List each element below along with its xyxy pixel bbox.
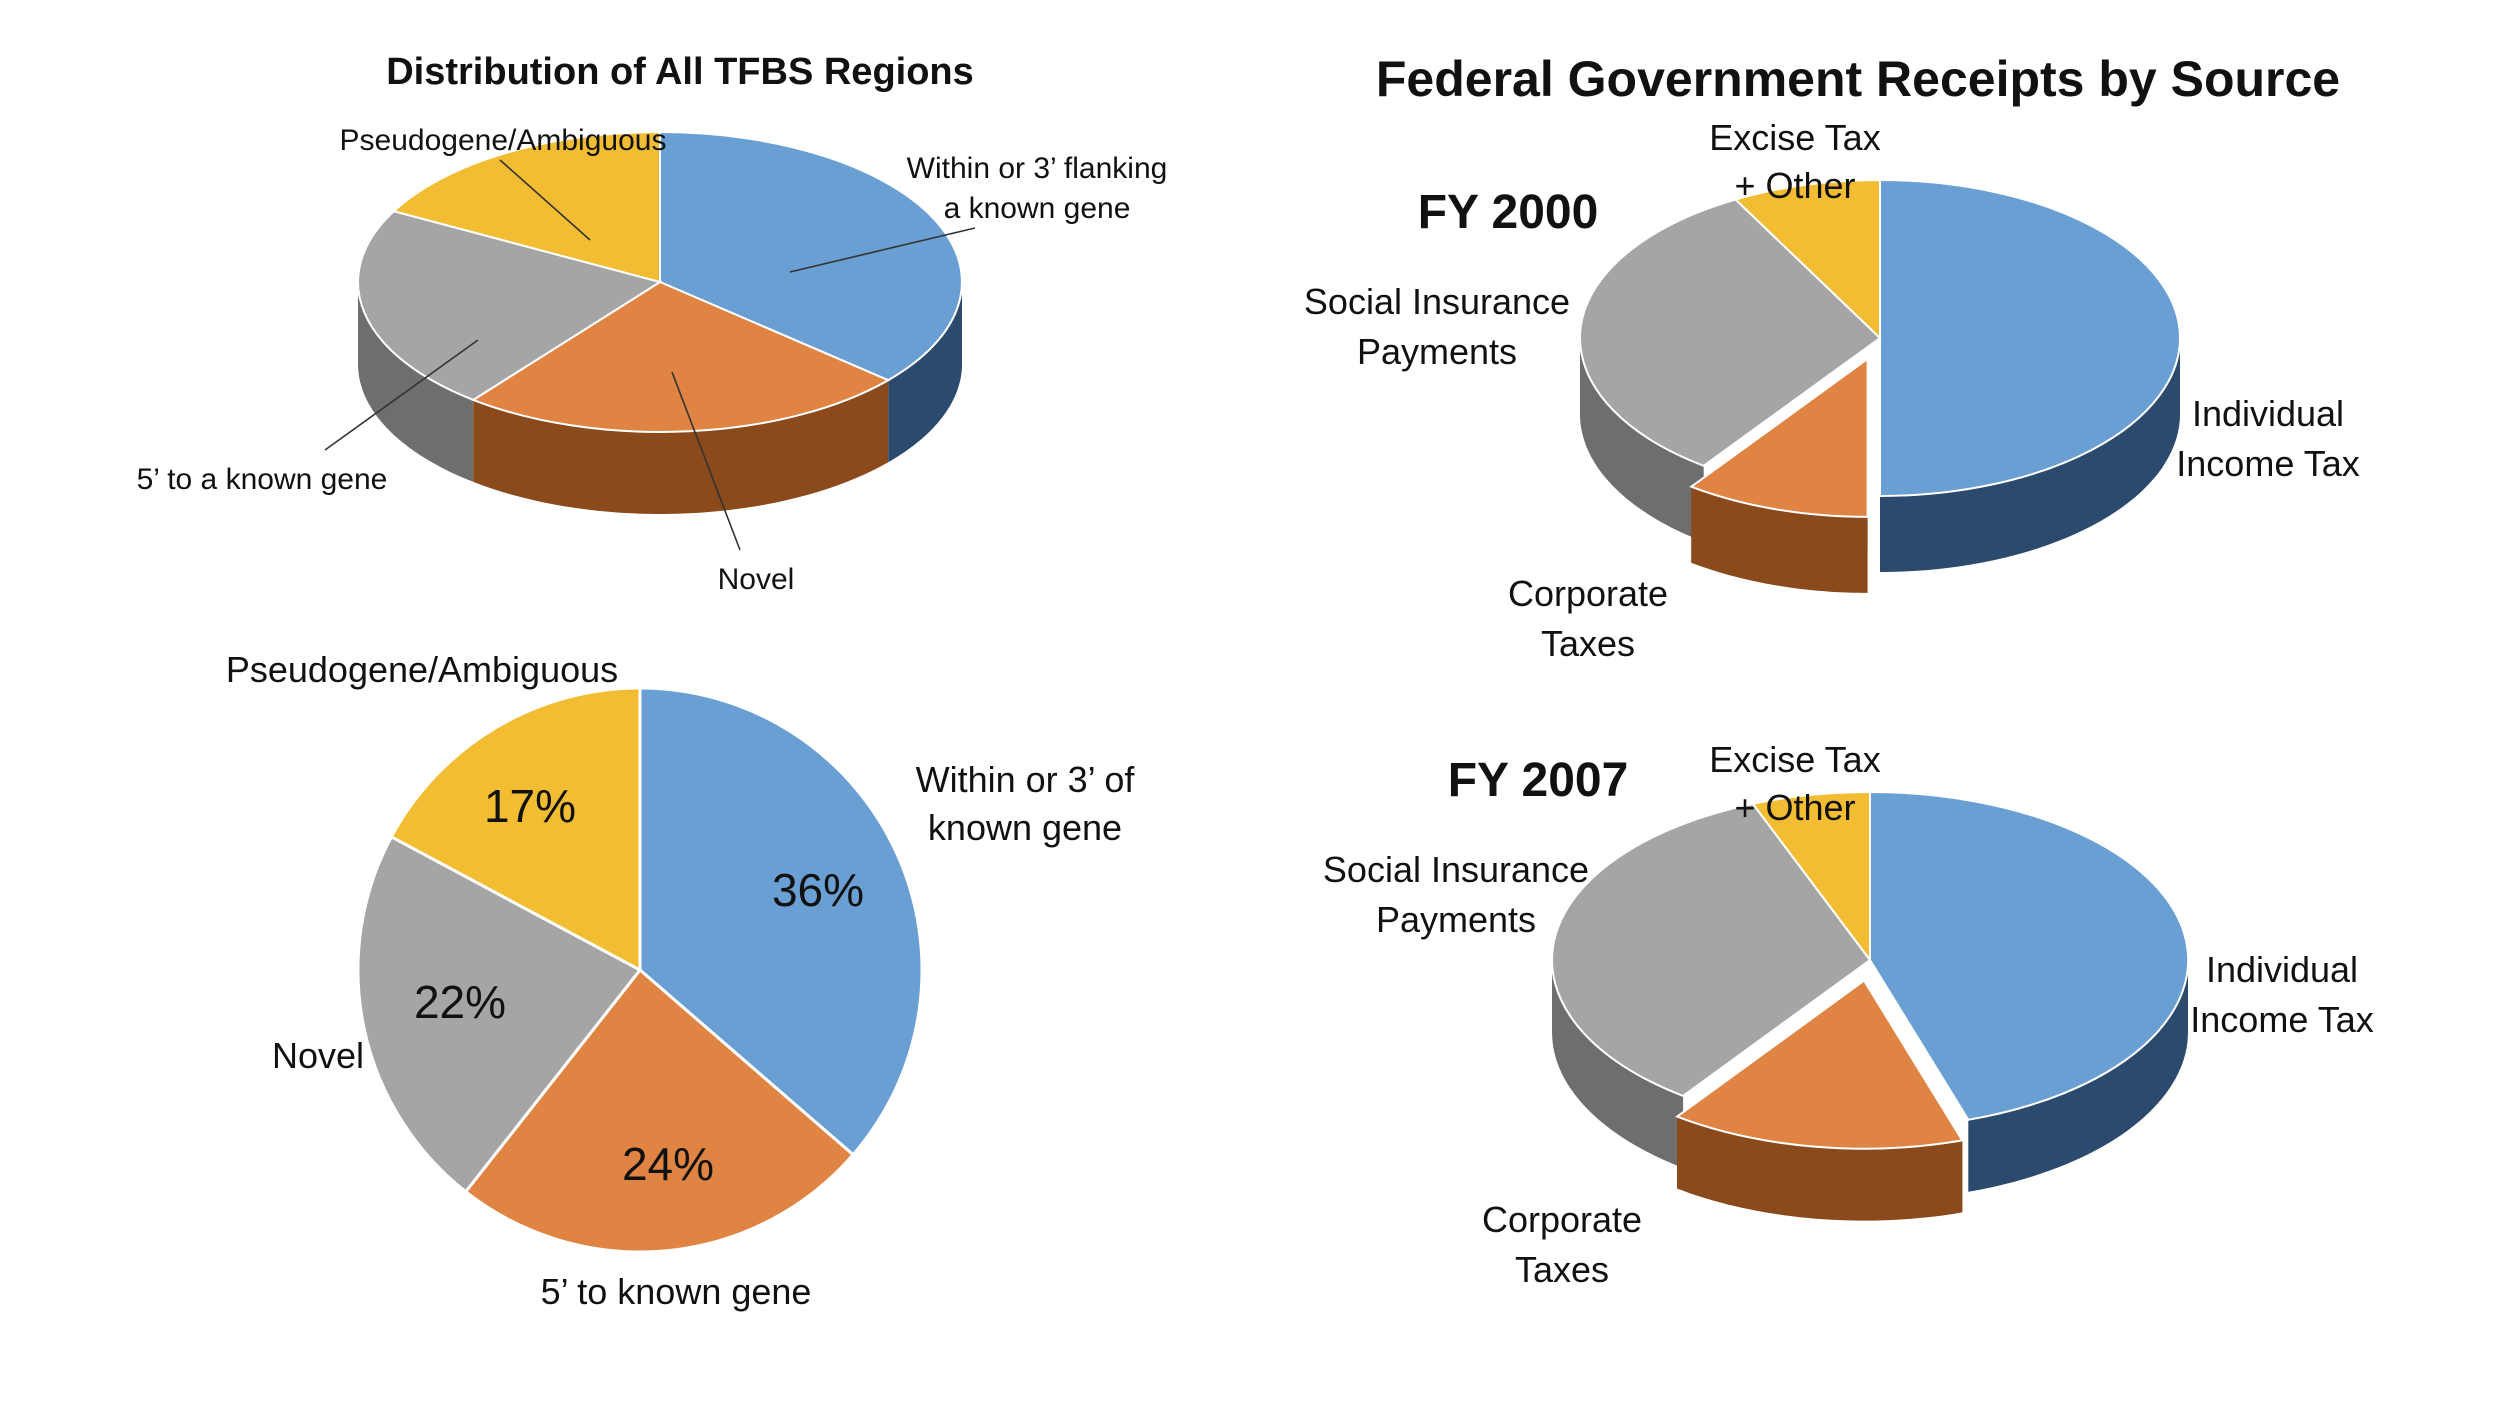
slice-pseudogene-ambiguous [391,130,661,284]
slice-side-novel [473,380,889,514]
slice-side-social-insurance-payments [1580,338,1704,542]
slice-corporate-taxes [1689,356,1869,518]
slice-excise-tax-other [1751,790,1871,964]
label-individual-line1: Individual [2192,393,2344,434]
label-corporate-line2: Taxes [1541,623,1635,664]
slice-side-within-or-3-flanking-a-known-gene [888,282,962,463]
label-within-flanking-line1: Within or 3’ flanking [907,152,1168,185]
label-social-line1: Social Insurance [1304,281,1570,322]
slice-social-insurance-payments [1551,802,1872,1098]
slice-individual-income-tax [1879,178,2181,498]
label-social-line2-2007: Payments [1376,899,1536,940]
label-pseudogene-ambiguous: Pseudogene/Ambiguous [340,124,667,157]
label-pseudogene-2d: Pseudogene/Ambiguous [226,649,618,690]
label-excise-line2: + Other [1734,165,1855,206]
label-corporate-line1: Corporate [1508,573,1668,614]
label-individual-line2-2007: Income Tax [2190,999,2373,1040]
slice-side-individual-income-tax [1880,338,2180,572]
chart-tfbs-3d: Distribution of All TFBS Regions Within … [137,51,1168,596]
label-excise-line1: Excise Tax [1709,117,1880,158]
label-novel-2d: Novel [272,1035,364,1076]
leader-line-novel [671,371,741,551]
slice-5-to-known-gene [463,967,856,1254]
label-excise-line1-2007: Excise Tax [1709,739,1880,780]
slice-side-corporate-taxes [1677,1116,1963,1221]
label-five-prime-known-gene: 5’ to a known gene [137,463,388,496]
subtitle-fy2000: FY 2000 [1418,186,1599,239]
slice-excise-tax-other [1733,178,1881,341]
chart-title-federal: Federal Government Receipts by Source [1376,51,2340,107]
chart-fy2000: Federal Government Receipts by Source FY… [1304,51,2360,664]
chart-title-tfbs: Distribution of All TFBS Regions [386,51,974,93]
chart-fy2007: FY 2007 Excise Tax + Other Social Insura… [1323,739,2374,1290]
label-five-prime-known: 5’ to known gene [541,1271,812,1312]
slice-side-individual-income-tax [1968,960,2188,1192]
label-corporate-line1-2007: Corporate [1482,1199,1642,1240]
slice-corporate-taxes [1675,979,1964,1150]
slice-within-or-3-flanking-a-known-gene [659,130,963,382]
slice-individual-income-tax [1869,790,2190,1121]
leader-line-five-prime [324,339,479,451]
subtitle-fy2007: FY 2007 [1448,754,1629,807]
label-individual-line1-2007: Individual [2206,949,2358,990]
leader-line-pseudogene [499,159,591,241]
leader-line-within [789,227,976,273]
percent-label-within: 36% [772,864,864,916]
label-social-line2: Payments [1357,331,1517,372]
percent-label-pseudogene: 17% [484,780,576,832]
slice-5-to-a-known-gene [357,210,663,402]
label-excise-line2-2007: + Other [1734,787,1855,828]
label-corporate-line2-2007: Taxes [1515,1249,1609,1290]
chart-tfbs-2d: 36% 24% 22% 17% Within or 3’ of known ge… [226,649,1136,1312]
slice-side-5-to-a-known-gene [358,282,474,482]
label-social-line1-2007: Social Insurance [1323,849,1589,890]
slice-pseudogene-ambiguous [389,686,642,973]
percent-label-novel: 22% [414,976,506,1028]
label-within-of-line1: Within or 3’ of [916,759,1136,800]
label-within-of-line2: known gene [928,807,1122,848]
label-individual-line2: Income Tax [2176,443,2359,484]
slice-within-or-3-of-known-gene [638,686,924,1157]
percent-label-five-prime: 24% [622,1138,714,1190]
label-within-flanking-line2: a known gene [944,192,1131,225]
slice-novel [356,834,643,1194]
slice-social-insurance-payments [1579,198,1882,467]
slice-novel [471,280,891,433]
label-novel: Novel [718,563,795,596]
slice-side-social-insurance-payments [1552,960,1684,1168]
